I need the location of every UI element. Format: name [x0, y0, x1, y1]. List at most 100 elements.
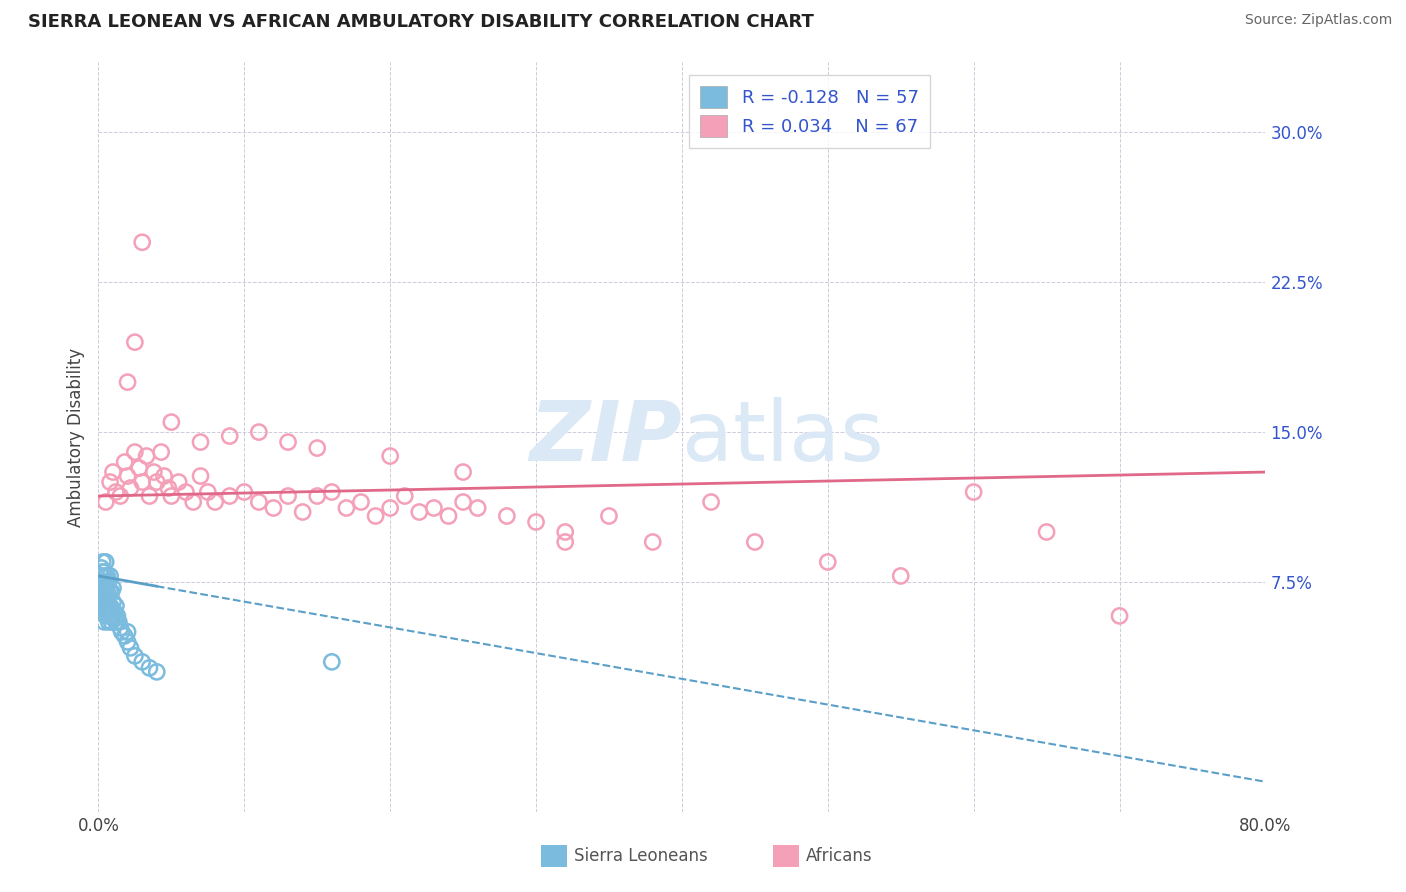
Point [150, 445, 173, 459]
Point [91, 555, 114, 569]
Point [94, 589, 117, 603]
Point [124, 648, 146, 663]
Point [94, 569, 117, 583]
Point [160, 489, 183, 503]
Point [160, 415, 183, 429]
Point [93, 615, 115, 629]
Point [496, 508, 519, 523]
Point [91, 565, 114, 579]
Point [167, 475, 190, 489]
Point [93, 601, 115, 615]
Point [97, 615, 120, 629]
Point [97, 589, 120, 603]
Point [437, 508, 460, 523]
Text: SIERRA LEONEAN VS AFRICAN AMBULATORY DISABILITY CORRELATION CHART: SIERRA LEONEAN VS AFRICAN AMBULATORY DIS… [28, 13, 814, 31]
Point [91, 605, 114, 619]
Point [380, 449, 402, 463]
Point [467, 501, 489, 516]
Point [524, 515, 547, 529]
Point [174, 485, 197, 500]
Point [307, 489, 329, 503]
Point [94, 555, 117, 569]
Text: ZIP: ZIP [529, 397, 682, 477]
Point [98, 585, 121, 599]
Point [120, 640, 142, 655]
Point [93, 565, 115, 579]
Point [190, 469, 212, 483]
Point [97, 574, 120, 589]
Point [554, 535, 576, 549]
Point [93, 589, 115, 603]
Point [94, 495, 117, 509]
Point [94, 577, 117, 591]
Legend: R = -0.128   N = 57, R = 0.034    N = 67: R = -0.128 N = 57, R = 0.034 N = 67 [689, 75, 929, 148]
Point [94, 599, 117, 613]
Text: Africans: Africans [806, 847, 872, 865]
Point [98, 608, 121, 623]
Point [124, 445, 146, 459]
Y-axis label: Ambulatory Disability: Ambulatory Disability [66, 348, 84, 526]
Point [96, 569, 118, 583]
Point [90, 561, 112, 575]
Point [114, 455, 136, 469]
Point [97, 601, 120, 615]
Point [98, 475, 121, 489]
Point [157, 481, 180, 495]
Point [321, 485, 343, 500]
Point [700, 495, 723, 509]
Point [131, 655, 153, 669]
Point [100, 585, 122, 599]
Point [218, 489, 240, 503]
Point [120, 481, 142, 495]
Point [110, 489, 132, 503]
Point [100, 601, 122, 615]
Point [962, 485, 984, 500]
Point [131, 235, 153, 250]
Point [321, 655, 343, 669]
Point [101, 595, 124, 609]
Point [124, 335, 146, 350]
Point [96, 585, 118, 599]
Point [364, 508, 387, 523]
Point [641, 535, 664, 549]
Point [91, 585, 114, 599]
Point [247, 495, 270, 509]
Point [142, 465, 165, 479]
Point [91, 574, 114, 589]
Point [108, 615, 131, 629]
Point [135, 449, 157, 463]
Point [204, 495, 226, 509]
Point [90, 569, 112, 583]
Point [262, 501, 284, 516]
Point [146, 665, 169, 679]
Point [89, 595, 111, 609]
Point [451, 495, 474, 509]
Bar [773, 845, 799, 867]
Point [350, 495, 373, 509]
Point [190, 435, 212, 450]
Point [98, 569, 121, 583]
Point [890, 569, 912, 583]
Point [146, 475, 169, 489]
Point [197, 485, 219, 500]
Point [291, 505, 314, 519]
Point [101, 581, 124, 595]
Point [100, 615, 122, 629]
Point [105, 608, 128, 623]
Point [247, 425, 270, 439]
Point [101, 465, 124, 479]
Point [218, 429, 240, 443]
Point [1108, 608, 1130, 623]
Text: Sierra Leoneans: Sierra Leoneans [574, 847, 707, 865]
Bar [541, 845, 567, 867]
Point [153, 469, 176, 483]
Point [138, 661, 160, 675]
Point [277, 435, 299, 450]
Point [451, 465, 474, 479]
Point [335, 501, 357, 516]
Point [307, 441, 329, 455]
Point [394, 489, 416, 503]
Point [101, 608, 124, 623]
Point [117, 624, 139, 639]
Point [380, 501, 402, 516]
